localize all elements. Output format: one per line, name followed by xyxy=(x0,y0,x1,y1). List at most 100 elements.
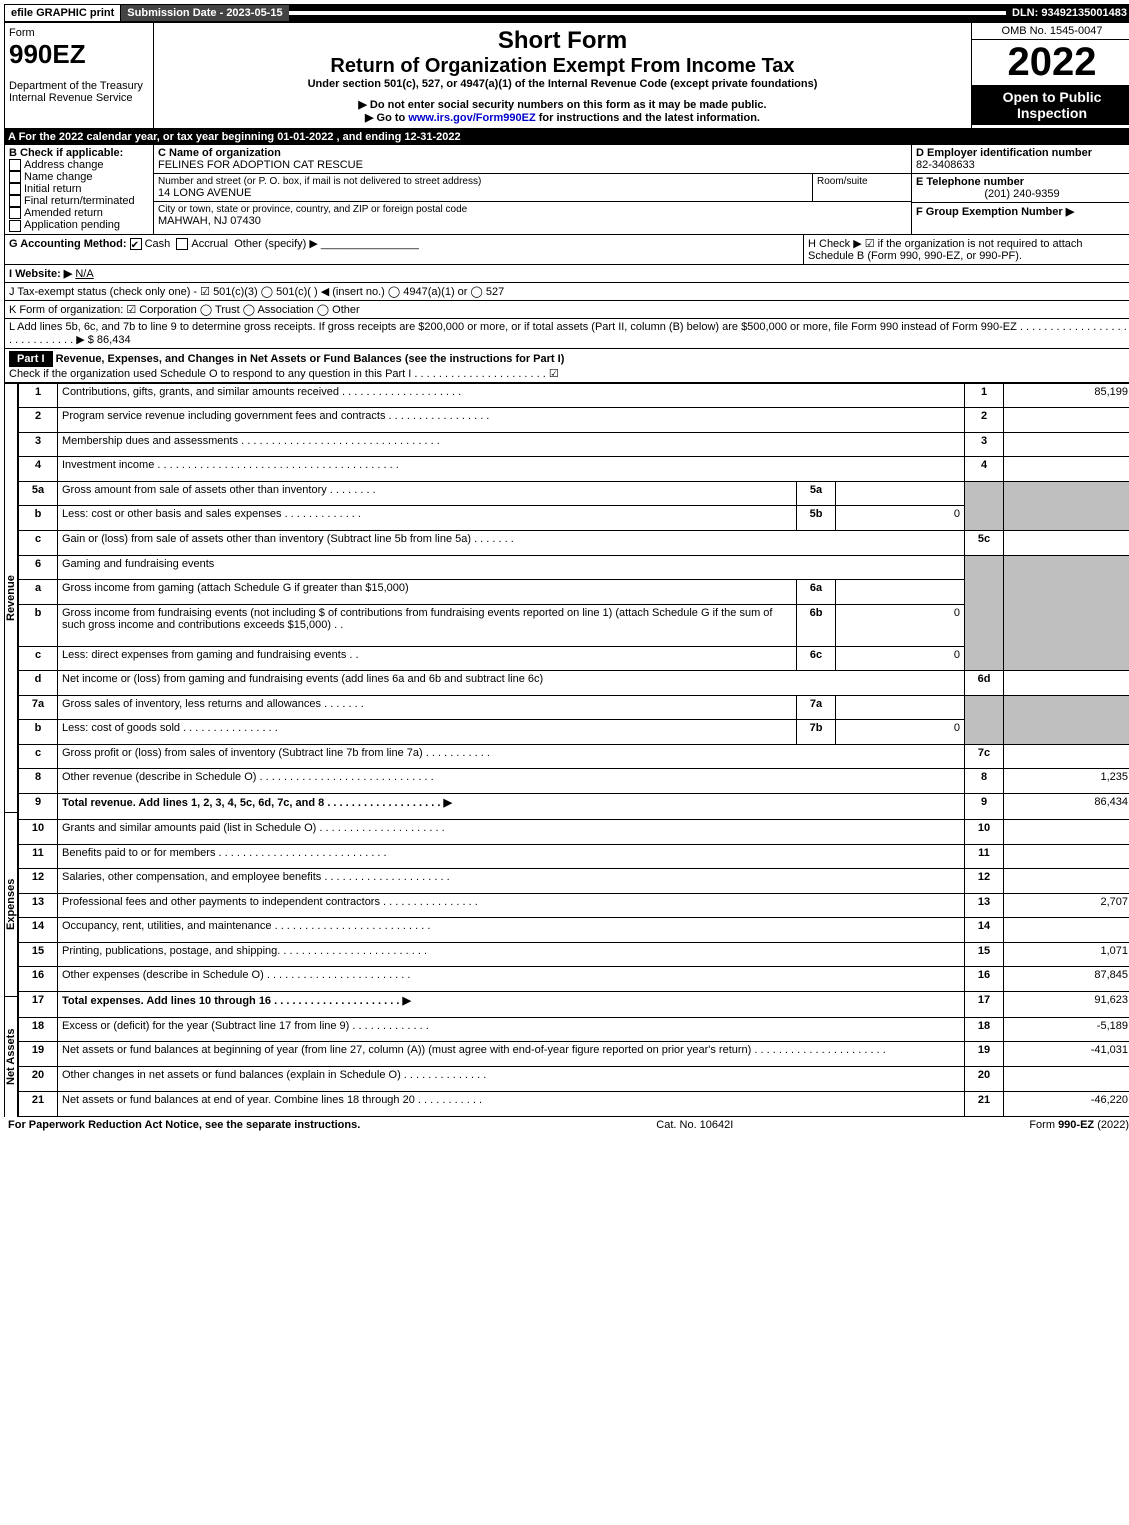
revenue-label: Revenue xyxy=(4,383,18,812)
k-text: K Form of organization: ☑ Corporation ◯ … xyxy=(5,301,1129,318)
j-text: J Tax-exempt status (check only one) - ☑… xyxy=(5,283,1129,300)
b-opt-final[interactable]: Final return/terminated xyxy=(9,195,149,207)
part1-body: Revenue Expenses Net Assets 1Contributio… xyxy=(4,383,1129,1117)
i-label: I Website: ▶ xyxy=(9,268,72,280)
form-header-left: Form 990EZ Department of the Treasury In… xyxy=(5,23,154,128)
form-header-center: Short Form Return of Organization Exempt… xyxy=(154,23,972,128)
line-5b: bLess: cost or other basis and sales exp… xyxy=(19,506,1129,531)
line-16: 16Other expenses (describe in Schedule O… xyxy=(19,967,1129,992)
part1-check-line: Check if the organization used Schedule … xyxy=(9,368,559,380)
submission-date: Submission Date - 2023-05-15 xyxy=(121,5,288,21)
topbar-spacer xyxy=(289,11,1006,15)
section-b: B Check if applicable: Address change Na… xyxy=(5,145,154,234)
section-c: C Name of organization FELINES FOR ADOPT… xyxy=(154,145,912,234)
g-label: G Accounting Method: xyxy=(9,238,127,250)
line-13: 13Professional fees and other payments t… xyxy=(19,893,1129,918)
title-return: Return of Organization Exempt From Incom… xyxy=(158,55,967,78)
street-value: 14 LONG AVENUE xyxy=(158,187,808,199)
section-def: D Employer identification number 82-3408… xyxy=(912,145,1129,234)
line-19: 19Net assets or fund balances at beginni… xyxy=(19,1042,1129,1067)
line-6b: bGross income from fundraising events (n… xyxy=(19,604,1129,646)
b-opt-address[interactable]: Address change xyxy=(9,159,149,171)
line-11: 11Benefits paid to or for members . . . … xyxy=(19,844,1129,869)
line-8: 8Other revenue (describe in Schedule O) … xyxy=(19,769,1129,794)
line-12: 12Salaries, other compensation, and empl… xyxy=(19,869,1129,894)
b-opt-pending[interactable]: Application pending xyxy=(9,219,149,231)
part1-title: Revenue, Expenses, and Changes in Net As… xyxy=(56,353,565,365)
line-14: 14Occupancy, rent, utilities, and mainte… xyxy=(19,918,1129,943)
f-label: F Group Exemption Number ▶ xyxy=(916,205,1128,218)
row-i: I Website: ▶ N/A xyxy=(4,265,1129,283)
city-label: City or town, state or province, country… xyxy=(158,204,907,215)
row-j: J Tax-exempt status (check only one) - ☑… xyxy=(4,283,1129,301)
row-gh: G Accounting Method: Cash Accrual Other … xyxy=(4,235,1129,265)
dept-label: Department of the Treasury Internal Reve… xyxy=(9,80,149,104)
line-6: 6Gaming and fundraising events xyxy=(19,555,1129,580)
line-7a: 7aGross sales of inventory, less returns… xyxy=(19,695,1129,720)
line-6a: aGross income from gaming (attach Schedu… xyxy=(19,580,1129,605)
netassets-label: Net Assets xyxy=(4,996,18,1117)
line-10: 10Grants and similar amounts paid (list … xyxy=(19,819,1129,844)
g-accrual-checkbox[interactable] xyxy=(176,238,188,250)
form-header-right: OMB No. 1545-0047 2022 Open to Public In… xyxy=(972,23,1129,128)
irs-link[interactable]: www.irs.gov/Form990EZ xyxy=(408,112,535,124)
line-4: 4Investment income . . . . . . . . . . .… xyxy=(19,457,1129,482)
top-bar: efile GRAPHIC print Submission Date - 20… xyxy=(4,4,1129,22)
line-9: 9Total revenue. Add lines 1, 2, 3, 4, 5c… xyxy=(19,793,1129,819)
line-21: 21Net assets or fund balances at end of … xyxy=(19,1091,1129,1116)
website-value: N/A xyxy=(75,268,93,280)
room-suite-label: Room/suite xyxy=(812,174,911,201)
part1-label: Part I xyxy=(9,351,53,367)
phone-value: (201) 240-9359 xyxy=(916,188,1128,200)
org-name: FELINES FOR ADOPTION CAT RESCUE xyxy=(158,159,907,171)
tax-year: 2022 xyxy=(972,40,1129,85)
omb-number: OMB No. 1545-0047 xyxy=(972,23,1129,40)
goto-line[interactable]: ▶ Go to www.irs.gov/Form990EZ for instru… xyxy=(158,111,967,124)
title-short-form: Short Form xyxy=(158,27,967,55)
part1-header-row: Part I Revenue, Expenses, and Changes in… xyxy=(4,349,1129,383)
footer-right: Form 990-EZ (2022) xyxy=(1029,1119,1129,1131)
line-17: 17Total expenses. Add lines 10 through 1… xyxy=(19,991,1129,1017)
header-info-block: B Check if applicable: Address change Na… xyxy=(4,145,1129,235)
lines-table: 1Contributions, gifts, grants, and simil… xyxy=(18,383,1129,1117)
b-opt-amended[interactable]: Amended return xyxy=(9,207,149,219)
line-6d: dNet income or (loss) from gaming and fu… xyxy=(19,671,1129,696)
footer-left: For Paperwork Reduction Act Notice, see … xyxy=(8,1119,360,1131)
footer-center: Cat. No. 10642I xyxy=(656,1119,733,1131)
section-g: G Accounting Method: Cash Accrual Other … xyxy=(5,235,804,264)
line-6c: cLess: direct expenses from gaming and f… xyxy=(19,646,1129,671)
l-text: L Add lines 5b, 6c, and 7b to line 9 to … xyxy=(5,319,1129,348)
ein-value: 82-3408633 xyxy=(916,159,1128,171)
form-word: Form xyxy=(9,27,149,39)
line-5a: 5aGross amount from sale of assets other… xyxy=(19,481,1129,506)
section-a-period: A For the 2022 calendar year, or tax yea… xyxy=(4,129,1129,145)
dln-label: DLN: 93492135001483 xyxy=(1006,5,1129,21)
g-cash-checkbox[interactable] xyxy=(130,238,142,250)
efile-label[interactable]: efile GRAPHIC print xyxy=(4,4,121,22)
b-opt-name[interactable]: Name change xyxy=(9,171,149,183)
b-opt-initial[interactable]: Initial return xyxy=(9,183,149,195)
row-k: K Form of organization: ☑ Corporation ◯ … xyxy=(4,301,1129,319)
form-number: 990EZ xyxy=(9,39,149,70)
line-1: 1Contributions, gifts, grants, and simil… xyxy=(19,383,1129,408)
c-label: C Name of organization xyxy=(158,147,907,159)
line-3: 3Membership dues and assessments . . . .… xyxy=(19,432,1129,457)
subtitle: Under section 501(c), 527, or 4947(a)(1)… xyxy=(158,78,967,90)
section-h: H Check ▶ ☑ if the organization is not r… xyxy=(804,235,1129,264)
form-header: Form 990EZ Department of the Treasury In… xyxy=(4,22,1129,129)
line-18: 18Excess or (deficit) for the year (Subt… xyxy=(19,1017,1129,1042)
d-label: D Employer identification number xyxy=(916,147,1128,159)
line-5c: cGain or (loss) from sale of assets othe… xyxy=(19,530,1129,555)
street-label: Number and street (or P. O. box, if mail… xyxy=(158,176,808,187)
expenses-label: Expenses xyxy=(4,812,18,996)
e-label: E Telephone number xyxy=(916,176,1128,188)
line-20: 20Other changes in net assets or fund ba… xyxy=(19,1067,1129,1092)
footer: For Paperwork Reduction Act Notice, see … xyxy=(4,1117,1129,1133)
warn-line: ▶ Do not enter social security numbers o… xyxy=(158,98,967,111)
b-label: B Check if applicable: xyxy=(9,147,149,159)
line-15: 15Printing, publications, postage, and s… xyxy=(19,942,1129,967)
city-value: MAHWAH, NJ 07430 xyxy=(158,215,907,227)
line-7b: bLess: cost of goods sold . . . . . . . … xyxy=(19,720,1129,745)
open-to-public: Open to Public Inspection xyxy=(972,85,1129,125)
line-2: 2Program service revenue including gover… xyxy=(19,408,1129,433)
